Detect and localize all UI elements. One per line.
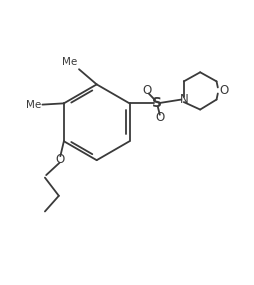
Text: Me: Me [62,57,78,67]
Text: O: O [155,111,164,125]
Text: N: N [179,93,188,106]
Text: O: O [142,84,151,97]
Text: Me: Me [26,100,41,110]
Text: O: O [55,153,65,166]
Text: S: S [152,96,162,110]
Text: O: O [219,84,228,97]
